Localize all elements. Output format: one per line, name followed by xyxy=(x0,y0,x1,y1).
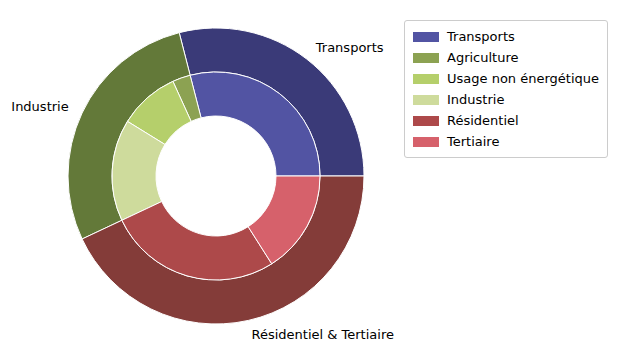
html-text:Résidentiel: Résidentiel xyxy=(447,113,519,128)
html-text:Agriculture: Agriculture xyxy=(447,50,519,65)
svg-text:Transports: Transports xyxy=(315,40,384,55)
svg-text:Résidentiel & Tertiaire: Résidentiel & Tertiaire xyxy=(252,327,394,342)
html-text:Tertiaire: Tertiaire xyxy=(447,134,500,149)
html-text:Transports: Transports xyxy=(447,29,515,44)
svg-text:Industrie: Industrie xyxy=(11,99,68,114)
html-text:Industrie: Industrie xyxy=(447,92,505,107)
html-text:Usage non énergétique: Usage non énergétique xyxy=(447,71,599,86)
